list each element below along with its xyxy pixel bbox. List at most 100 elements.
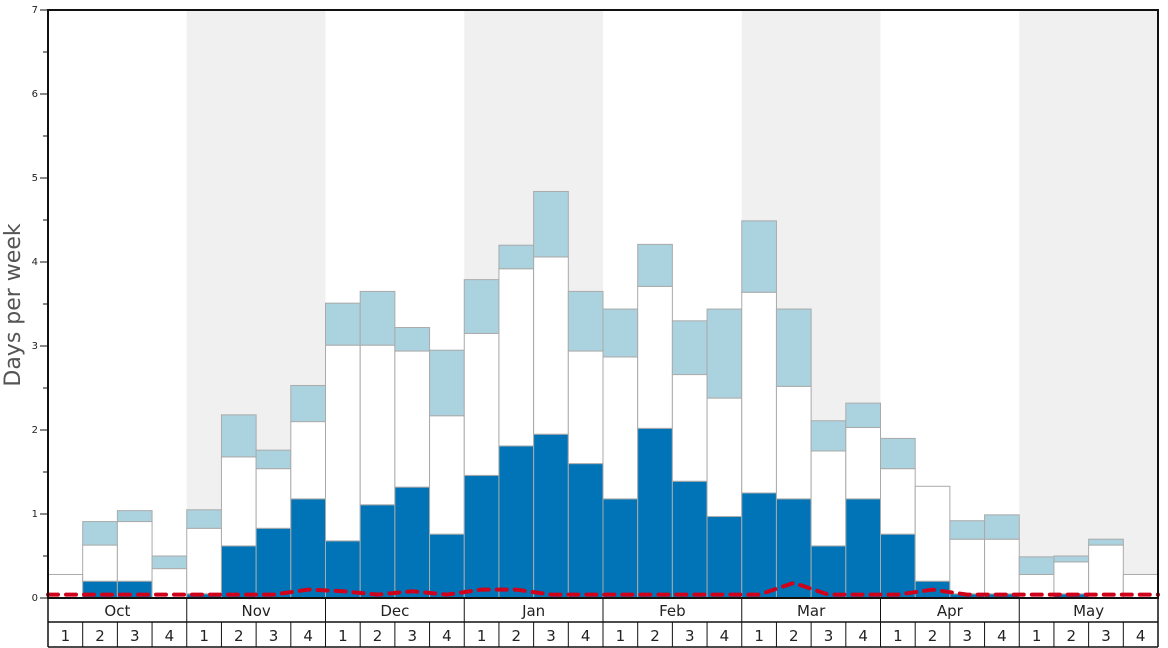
bar-light-13 xyxy=(498,244,535,270)
bar-dark-5 xyxy=(220,545,257,599)
y-tick-label: 3 xyxy=(32,341,38,352)
week-label: 2 xyxy=(650,627,660,645)
bar-light-3 xyxy=(151,555,188,570)
week-label: 4 xyxy=(165,627,175,645)
y-tick-label: 0 xyxy=(32,593,38,604)
week-label: 1 xyxy=(61,627,71,645)
bar-dark-15 xyxy=(567,463,604,599)
bar-dark-12 xyxy=(463,474,500,599)
week-label: 4 xyxy=(1136,627,1146,645)
week-label: 3 xyxy=(962,627,972,645)
y-tick-label: 5 xyxy=(32,173,38,184)
week-label: 3 xyxy=(269,627,279,645)
bar-light-23 xyxy=(845,402,881,428)
y-tick-label: 7 xyxy=(32,5,38,16)
bar-dark-23 xyxy=(845,498,881,599)
bar-light-30 xyxy=(1088,538,1124,546)
bar-light-16 xyxy=(602,308,639,358)
bar-dark-16 xyxy=(602,498,639,599)
y-axis: 0 1 2 3 4 5 6 7 xyxy=(32,5,48,604)
bar-white-24 xyxy=(880,468,916,535)
week-label: 4 xyxy=(581,627,591,645)
bar-white-26 xyxy=(949,538,986,595)
bar-white-9 xyxy=(359,344,396,506)
y-tick-label: 4 xyxy=(32,257,38,268)
week-label: 1 xyxy=(199,627,209,645)
bar-dark-20 xyxy=(741,492,777,599)
month-label-nov: Nov xyxy=(241,602,270,620)
month-shade-may xyxy=(1019,10,1158,598)
bar-light-22 xyxy=(810,420,847,452)
week-label: 4 xyxy=(858,627,868,645)
bar-dark-18 xyxy=(671,480,708,599)
bars xyxy=(47,190,1159,599)
y-tick-label: 1 xyxy=(32,509,38,520)
week-label: 2 xyxy=(512,627,522,645)
bar-light-10 xyxy=(394,327,431,352)
bar-white-17 xyxy=(637,285,673,429)
bar-dark-9 xyxy=(359,504,396,599)
week-label: 1 xyxy=(338,627,348,645)
bar-white-6 xyxy=(255,468,292,529)
bar-light-26 xyxy=(949,520,986,540)
week-label: 3 xyxy=(1101,627,1111,645)
week-label: 4 xyxy=(997,627,1007,645)
week-label: 2 xyxy=(373,627,383,645)
bar-white-25 xyxy=(914,485,951,582)
bar-white-7 xyxy=(290,421,326,500)
month-label-oct: Oct xyxy=(104,602,130,620)
bar-light-21 xyxy=(775,308,812,387)
week-label: 4 xyxy=(303,627,313,645)
y-tick-label: 2 xyxy=(32,425,38,436)
bar-light-2 xyxy=(116,510,153,523)
bar-dark-10 xyxy=(394,486,431,599)
week-label: 3 xyxy=(130,627,140,645)
y-tick-label: 6 xyxy=(32,89,38,100)
bar-light-7 xyxy=(290,384,326,423)
week-label: 2 xyxy=(928,627,938,645)
bar-white-18 xyxy=(671,374,708,482)
week-label: 1 xyxy=(1032,627,1042,645)
bar-white-1 xyxy=(82,544,118,582)
week-label: 4 xyxy=(720,627,730,645)
week-label: 3 xyxy=(407,627,417,645)
week-label: 4 xyxy=(442,627,452,645)
y-axis-label: Days per week xyxy=(1,223,26,386)
bar-light-27 xyxy=(984,514,1020,540)
month-label-jan: Jan xyxy=(521,602,545,620)
week-label: 3 xyxy=(824,627,834,645)
bar-white-27 xyxy=(984,538,1020,595)
week-label: 2 xyxy=(789,627,799,645)
bar-light-14 xyxy=(533,190,569,258)
bar-white-30 xyxy=(1088,544,1124,599)
week-label: 3 xyxy=(685,627,695,645)
month-label-apr: Apr xyxy=(937,602,964,620)
month-label-feb: Feb xyxy=(659,602,686,620)
bar-white-20 xyxy=(741,291,777,494)
bar-dark-11 xyxy=(429,533,465,599)
bar-light-24 xyxy=(880,437,916,470)
bar-white-8 xyxy=(325,344,361,542)
bar-light-1 xyxy=(82,521,118,546)
bar-white-12 xyxy=(463,332,500,476)
week-label: 1 xyxy=(893,627,903,645)
trend-line xyxy=(46,580,1160,597)
bar-light-5 xyxy=(220,414,257,458)
bar-dark-19 xyxy=(706,516,743,599)
bar-dark-14 xyxy=(533,433,569,599)
bar-light-12 xyxy=(463,279,500,334)
x-axis: Oct Nov Dec Jan Feb Mar Apr May 1 2 3 4 1 2 3 4 1 2 3 4 1 2 3 4… xyxy=(47,598,1159,648)
bar-white-19 xyxy=(706,397,743,518)
bar-light-18 xyxy=(671,320,708,376)
bar-dark-17 xyxy=(637,427,673,599)
bar-light-19 xyxy=(706,308,743,399)
bar-dark-6 xyxy=(255,527,292,599)
week-label: 2 xyxy=(234,627,244,645)
bar-light-20 xyxy=(741,220,777,293)
bar-light-8 xyxy=(325,302,361,346)
bar-white-15 xyxy=(567,350,604,465)
week-label: 2 xyxy=(1067,627,1077,645)
week-label: 3 xyxy=(546,627,556,645)
month-label-dec: Dec xyxy=(380,602,409,620)
